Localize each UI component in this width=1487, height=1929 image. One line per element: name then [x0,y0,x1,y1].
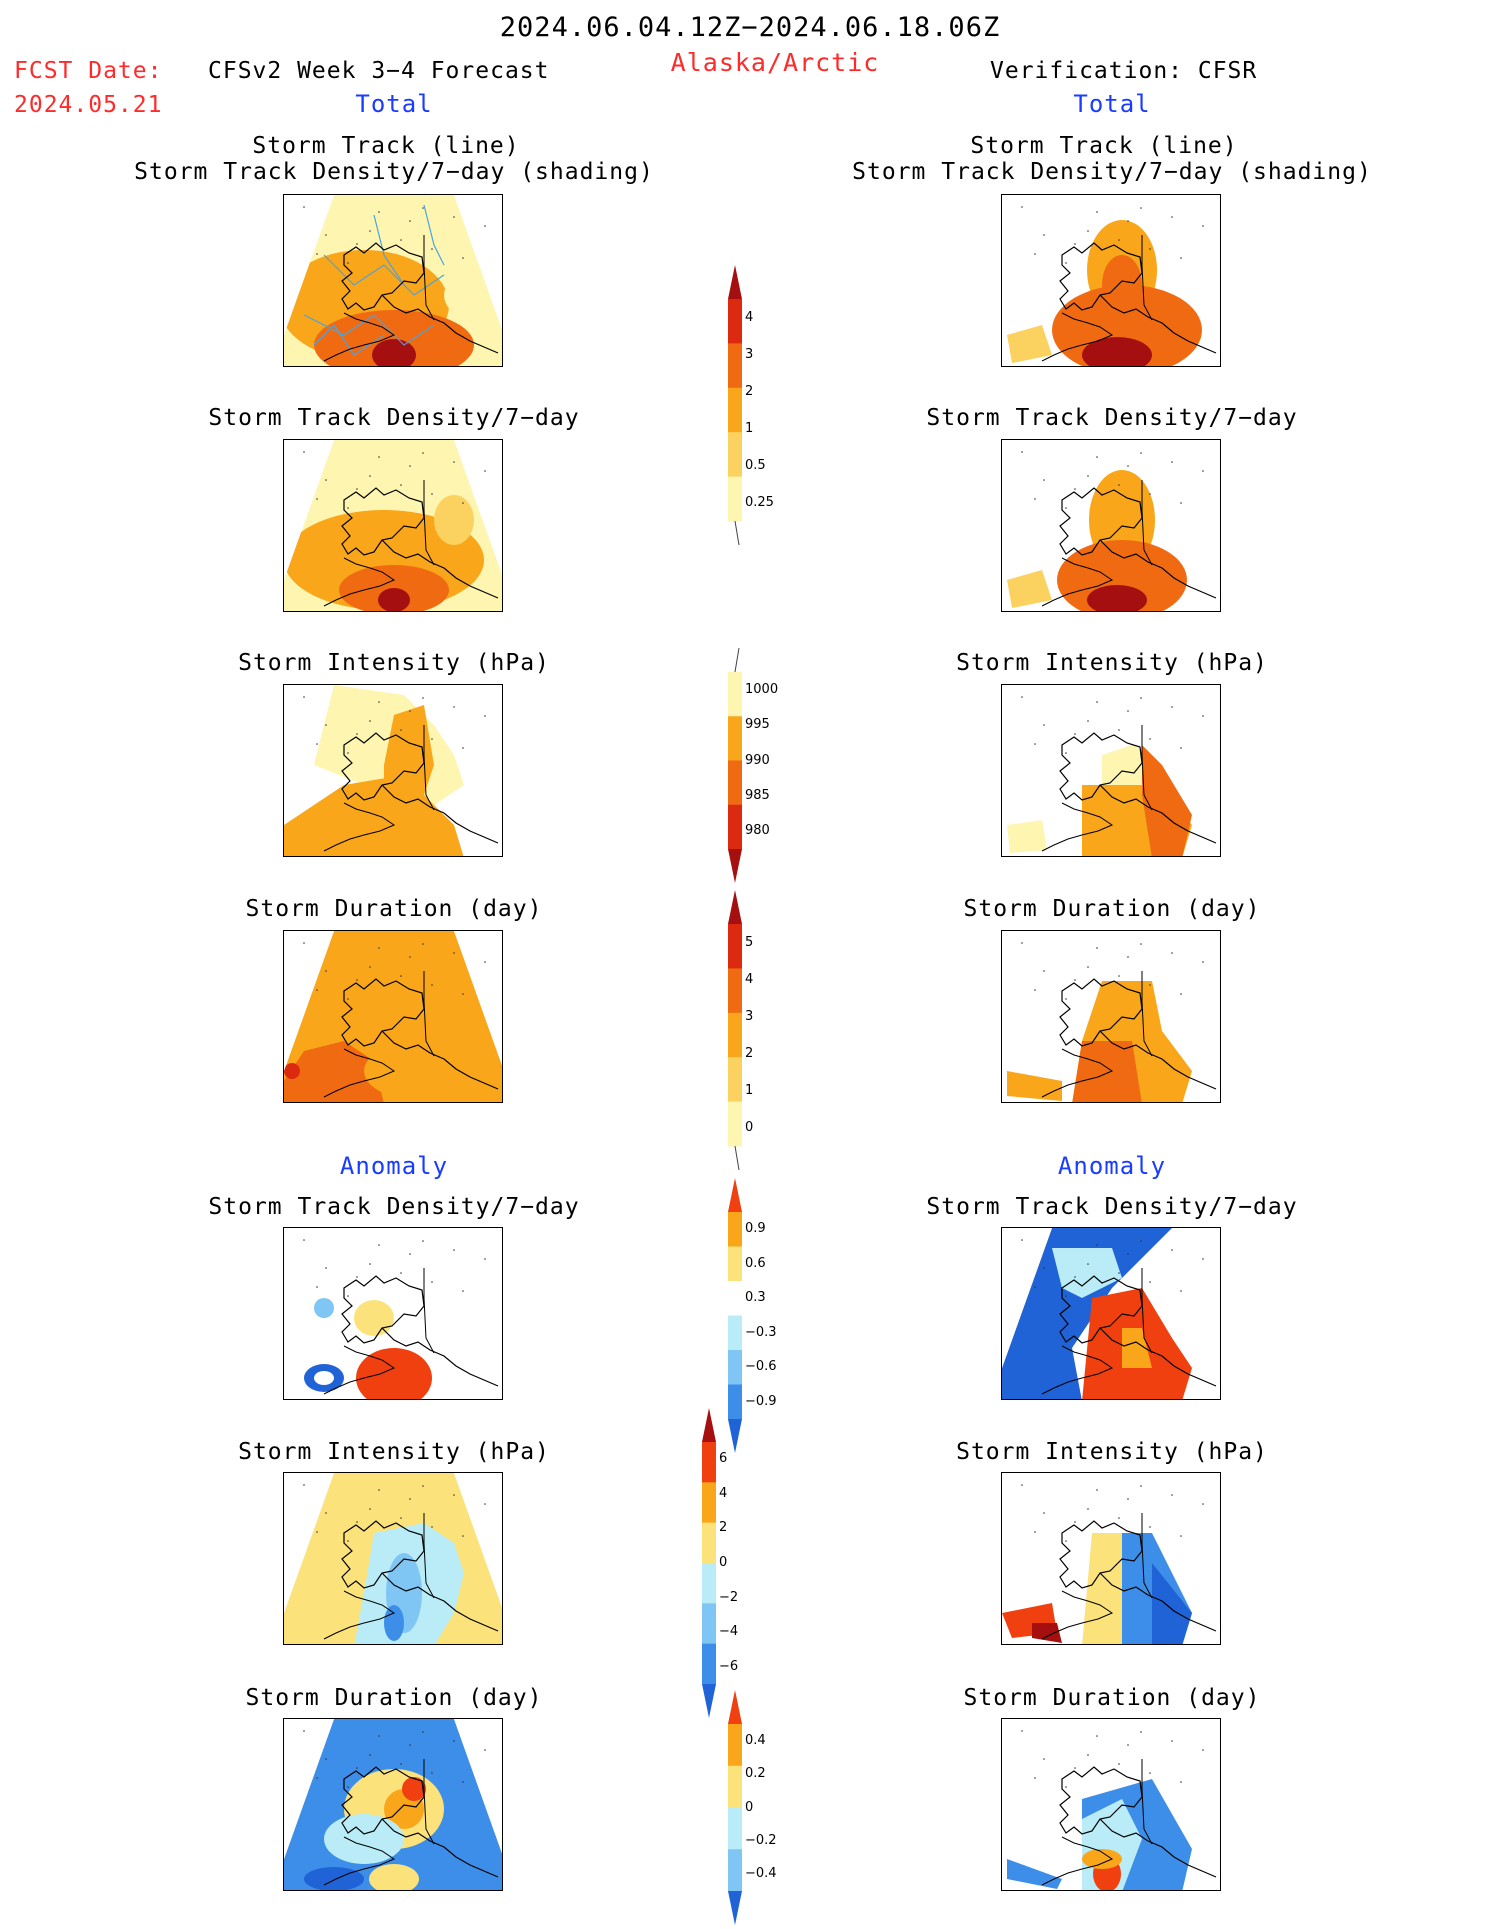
region-title: Alaska/Arctic [670,48,880,77]
colorbar-tick-label: 0.4 [745,1732,766,1748]
model-label: CFSv2 Week 3−4 Forecast [208,58,550,84]
map-shading [284,685,464,856]
fcst-date-value: 2024.05.21 [14,92,163,118]
map-panel-fcst-anom-density [283,1227,503,1400]
colorbar-tick-label: −0.9 [745,1393,777,1409]
map-shading [284,931,502,1102]
map-panel-obs-duration [1001,930,1221,1103]
map-panel-fcst-track [283,194,503,367]
left-anom-density-title: Storm Track Density/7−day [208,1194,580,1220]
right-anom-duration-title: Storm Duration (day) [963,1685,1261,1711]
colorbar-tick-label: −6 [719,1658,739,1674]
colorbar-tick-label: 4 [745,971,754,987]
colorbar-tick-label: 0.25 [745,494,774,510]
colorbar-tick-label: −0.6 [745,1359,777,1375]
colorbar-intensity-total: 1000 995 990 985 980 [722,647,792,883]
colorbar-density-total: 4 3 2 1 0.5 0.25 [722,265,792,546]
colorbar-tick-label: 980 [745,823,770,839]
map-panel-obs-anom-intensity [1001,1472,1221,1645]
colorbar-tick-label: 1 [745,1082,754,1098]
colorbar-tick-label: 0 [745,1119,754,1135]
right-density-title: Storm Track Density/7−day [926,405,1298,431]
map-panel-obs-density [1001,439,1221,612]
colorbar-graphic [728,647,742,883]
left-track-shading-title: Storm Track Density/7−day (shading) [134,159,654,185]
colorbar-tick-label: 0 [719,1555,728,1570]
colorbar-tick-label: 3 [745,346,754,362]
verification-label: Verification: CFSR [990,58,1258,84]
period-title: 2024.06.04.12Z−2024.06.18.06Z [499,12,1001,43]
colorbar-density-anom: 0.9 0.6 0.3 −0.3 −0.6 −0.9 [722,1178,792,1453]
colorbar-graphic [728,265,742,546]
right-duration-title: Storm Duration (day) [963,896,1261,922]
right-intensity-title: Storm Intensity (hPa) [956,650,1268,676]
colorbar-tick-label: 6 [719,1451,728,1467]
colorbar-tick-label: 0 [745,1799,754,1815]
colorbar-tick-label: −0.2 [745,1832,777,1848]
colorbar-tick-label: 995 [745,717,770,733]
map-panel-fcst-anom-duration [283,1718,503,1891]
colorbar-tick-label: 1 [745,420,754,436]
right-track-line-title: Storm Track (line) [970,133,1238,159]
colorbar-tick-label: −0.3 [745,1324,777,1340]
map-shading [1002,1533,1192,1644]
fcst-date-label: FCST Date: [14,58,163,84]
colorbar-tick-label: 0.5 [745,457,766,473]
map-panel-obs-anom-duration [1001,1718,1221,1891]
colorbar-tick-label: 0.3 [745,1290,766,1306]
colorbar-duration-anom: 0.4 0.2 0 −0.2 −0.4 [722,1690,792,1925]
colorbar-tick-label: 0.9 [745,1221,766,1237]
map-shading [1002,1228,1192,1399]
left-density-title: Storm Track Density/7−day [208,405,580,431]
colorbar-tick-label: 2 [745,383,754,399]
right-anom-density-title: Storm Track Density/7−day [926,1194,1298,1220]
colorbar-graphic [728,890,742,1171]
colorbar-tick-label: 2 [745,1045,754,1061]
left-track-line-title: Storm Track (line) [252,133,520,159]
map-panel-fcst-anom-intensity [283,1472,503,1645]
map-shading [1007,1779,1192,1890]
map-shading [284,1719,502,1890]
map-panel-obs-intensity [1001,684,1221,857]
map-panel-fcst-density [283,439,503,612]
map-panel-obs-anom-density [1001,1227,1221,1400]
map-shading [304,1298,432,1399]
colorbar-graphic [702,1408,716,1718]
colorbar-tick-label: 0.6 [745,1255,766,1271]
colorbar-tick-label: −4 [719,1624,739,1640]
left-anom-duration-title: Storm Duration (day) [245,1685,543,1711]
left-intensity-title: Storm Intensity (hPa) [238,650,550,676]
colorbar-tick-label: 4 [719,1485,728,1501]
colorbar-tick-label: 990 [745,752,770,768]
colorbar-tick-label: 2 [719,1520,728,1536]
colorbar-tick-label: 985 [745,787,770,803]
map-shading [1007,981,1192,1102]
colorbar-tick-label: −0.4 [745,1866,777,1882]
left-anom-intensity-title: Storm Intensity (hPa) [238,1439,550,1465]
map-shading [284,440,502,611]
right-track-shading-title: Storm Track Density/7−day (shading) [852,159,1372,185]
colorbar-intensity-anom: 6 4 2 0 −2 −4 −6 [696,1408,766,1718]
map-panel-fcst-duration [283,930,503,1103]
right-total-label: Total [1073,90,1151,118]
left-total-label: Total [355,90,433,118]
left-duration-title: Storm Duration (day) [245,896,543,922]
right-anomaly-label: Anomaly [1057,1152,1167,1180]
map-shading [284,1473,502,1644]
colorbar-graphic [728,1178,742,1453]
left-anomaly-label: Anomaly [339,1152,449,1180]
colorbar-tick-label: 4 [745,309,754,325]
map-shading [284,195,502,366]
colorbar-duration-total: 5 4 3 2 1 0 [722,890,792,1171]
colorbar-tick-label: 5 [745,934,754,950]
colorbar-tick-label: −2 [719,1589,739,1605]
map-panel-obs-track [1001,194,1221,367]
colorbar-tick-label: 0.2 [745,1766,766,1782]
colorbar-tick-label: 1000 [745,681,779,697]
colorbar-graphic [728,1690,742,1925]
map-shading [1007,745,1192,856]
right-anom-intensity-title: Storm Intensity (hPa) [956,1439,1268,1465]
colorbar-tick-label: 3 [745,1008,754,1024]
map-panel-fcst-intensity [283,684,503,857]
